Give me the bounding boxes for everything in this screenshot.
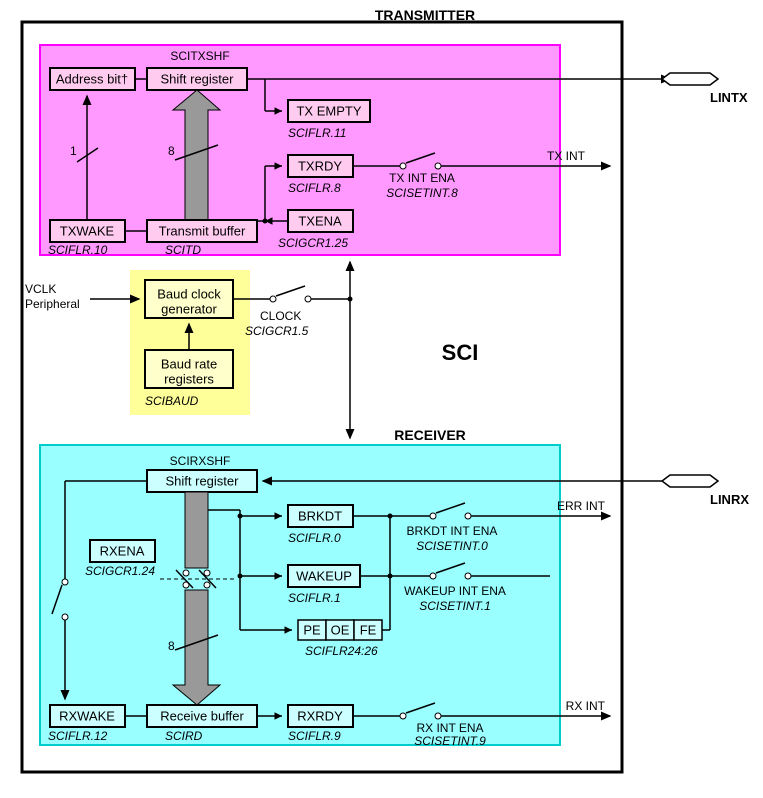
txena-sub: SCIGCR1.25 (278, 236, 348, 250)
tx-int-ena-label: TX INT ENA (389, 171, 455, 185)
rxrdy-label: RXRDY (297, 708, 343, 723)
rx-left-sw-b (62, 614, 68, 620)
tx-shift-register-label: Shift register (161, 71, 235, 86)
rxena-sw1l (183, 570, 189, 576)
oe-label: OE (331, 622, 350, 637)
txena-label: TXENA (298, 213, 342, 228)
brkdt-int-ena-sub: SCISETINT.0 (416, 539, 488, 553)
scitd-sub: SCITD (165, 243, 201, 257)
brkdt-sub: SCIFLR.0 (288, 531, 341, 545)
transmitter-header: TRANSMITTER (375, 10, 475, 23)
rx-int-ena-sub: SCISETINT.9 (414, 734, 486, 748)
wakeup-label: WAKEUP (296, 568, 352, 583)
wakeup-sw-l (430, 573, 436, 579)
lintx-label: LINTX (710, 90, 748, 105)
brkdt-sw-l (430, 513, 436, 519)
brkdt-label: BRKDT (298, 508, 342, 523)
lintx-pin (662, 73, 718, 85)
transmit-buffer-label: Transmit buffer (159, 223, 246, 238)
sci-label: SCI (442, 340, 479, 365)
wakeup-int-ena-label: WAKEUP INT ENA (404, 584, 506, 598)
clock-sw-r (305, 296, 311, 302)
rxrdy-sub: SCIFLR.9 (288, 729, 341, 743)
rx-bus-8: 8 (168, 639, 175, 653)
fe-label: FE (360, 622, 377, 637)
tx-empty-sub: SCIFLR.11 (288, 126, 346, 140)
pe-label: PE (303, 622, 321, 637)
rx-int-ena-label: RX INT ENA (416, 721, 483, 735)
address-bit-label: Address bit† (56, 71, 128, 86)
tx-bus-8-label: 8 (168, 144, 175, 158)
baud-clock-gen-l2: generator (161, 301, 217, 316)
baud-rate-reg-l1: Baud rate (161, 356, 217, 371)
vclk-label2: Peripheral (25, 297, 80, 311)
scitxshf-label: SCITXSHF (170, 49, 229, 63)
rxwake-label: RXWAKE (59, 708, 115, 723)
linrx-label: LINRX (710, 492, 749, 507)
txint-sw-l (400, 163, 406, 169)
peoefe-sub: SCIFLR24:26 (305, 644, 378, 658)
clock-sub: SCIGCR1.5 (245, 324, 309, 338)
wakeup-int-ena-sub: SCISETINT.1 (419, 599, 491, 613)
vclk-label1: VCLK (25, 282, 56, 296)
rxint-sw-r (435, 713, 441, 719)
receiver-header: RECEIVER (394, 427, 466, 443)
rxena-sw2r (204, 582, 210, 588)
rxwake-sub: SCIFLR.12 (48, 729, 108, 743)
txwake-bus-1: 1 (70, 144, 77, 158)
scird-sub: SCIRD (165, 729, 203, 743)
txrdy-sub: SCIFLR.8 (288, 181, 341, 195)
txwake-label: TXWAKE (60, 223, 115, 238)
rxena-sw1r (204, 570, 210, 576)
brkdt-int-ena-label: BRKDT INT ENA (407, 524, 498, 538)
tx-empty-label: TX EMPTY (296, 103, 361, 118)
baud-clock-gen-l1: Baud clock (157, 286, 221, 301)
err-int-label: ERR INT (557, 499, 606, 513)
rxena-sub: SCIGCR1.24 (85, 564, 155, 578)
scibaud-sub: SCIBAUD (145, 394, 199, 408)
rx-data-arrow-top (185, 492, 208, 568)
linrx-pin (662, 475, 718, 487)
receive-buffer-label: Receive buffer (160, 708, 244, 723)
baud-rate-reg-l2: registers (164, 371, 214, 386)
txrdy-label: TXRDY (298, 158, 342, 173)
sci-block-diagram: TRANSMITTER SCITXSHF Address bit† Shift … (10, 10, 753, 788)
clock-sw (276, 286, 305, 296)
rx-left-sw-t (62, 579, 68, 585)
clock-label: CLOCK (260, 309, 301, 323)
txwake-sub: SCIFLR.10 (48, 243, 108, 257)
brkdt-sw-r (465, 513, 471, 519)
wakeup-sw-r (465, 573, 471, 579)
rx-int-label: RX INT (566, 699, 606, 713)
txint-sw-r (435, 163, 441, 169)
clock-sw-l (270, 296, 276, 302)
rxena-label: RXENA (100, 543, 145, 558)
tx-int-label: TX INT (547, 149, 586, 163)
scirxshf-label: SCIRXSHF (170, 454, 231, 468)
rx-shift-register-label: Shift register (166, 473, 240, 488)
rxint-sw-l (400, 713, 406, 719)
tx-int-ena-sub: SCISETINT.8 (386, 186, 458, 200)
stub-node2 (238, 574, 243, 579)
stub-node1 (238, 514, 243, 519)
wakeup-sub: SCIFLR.1 (288, 591, 341, 605)
